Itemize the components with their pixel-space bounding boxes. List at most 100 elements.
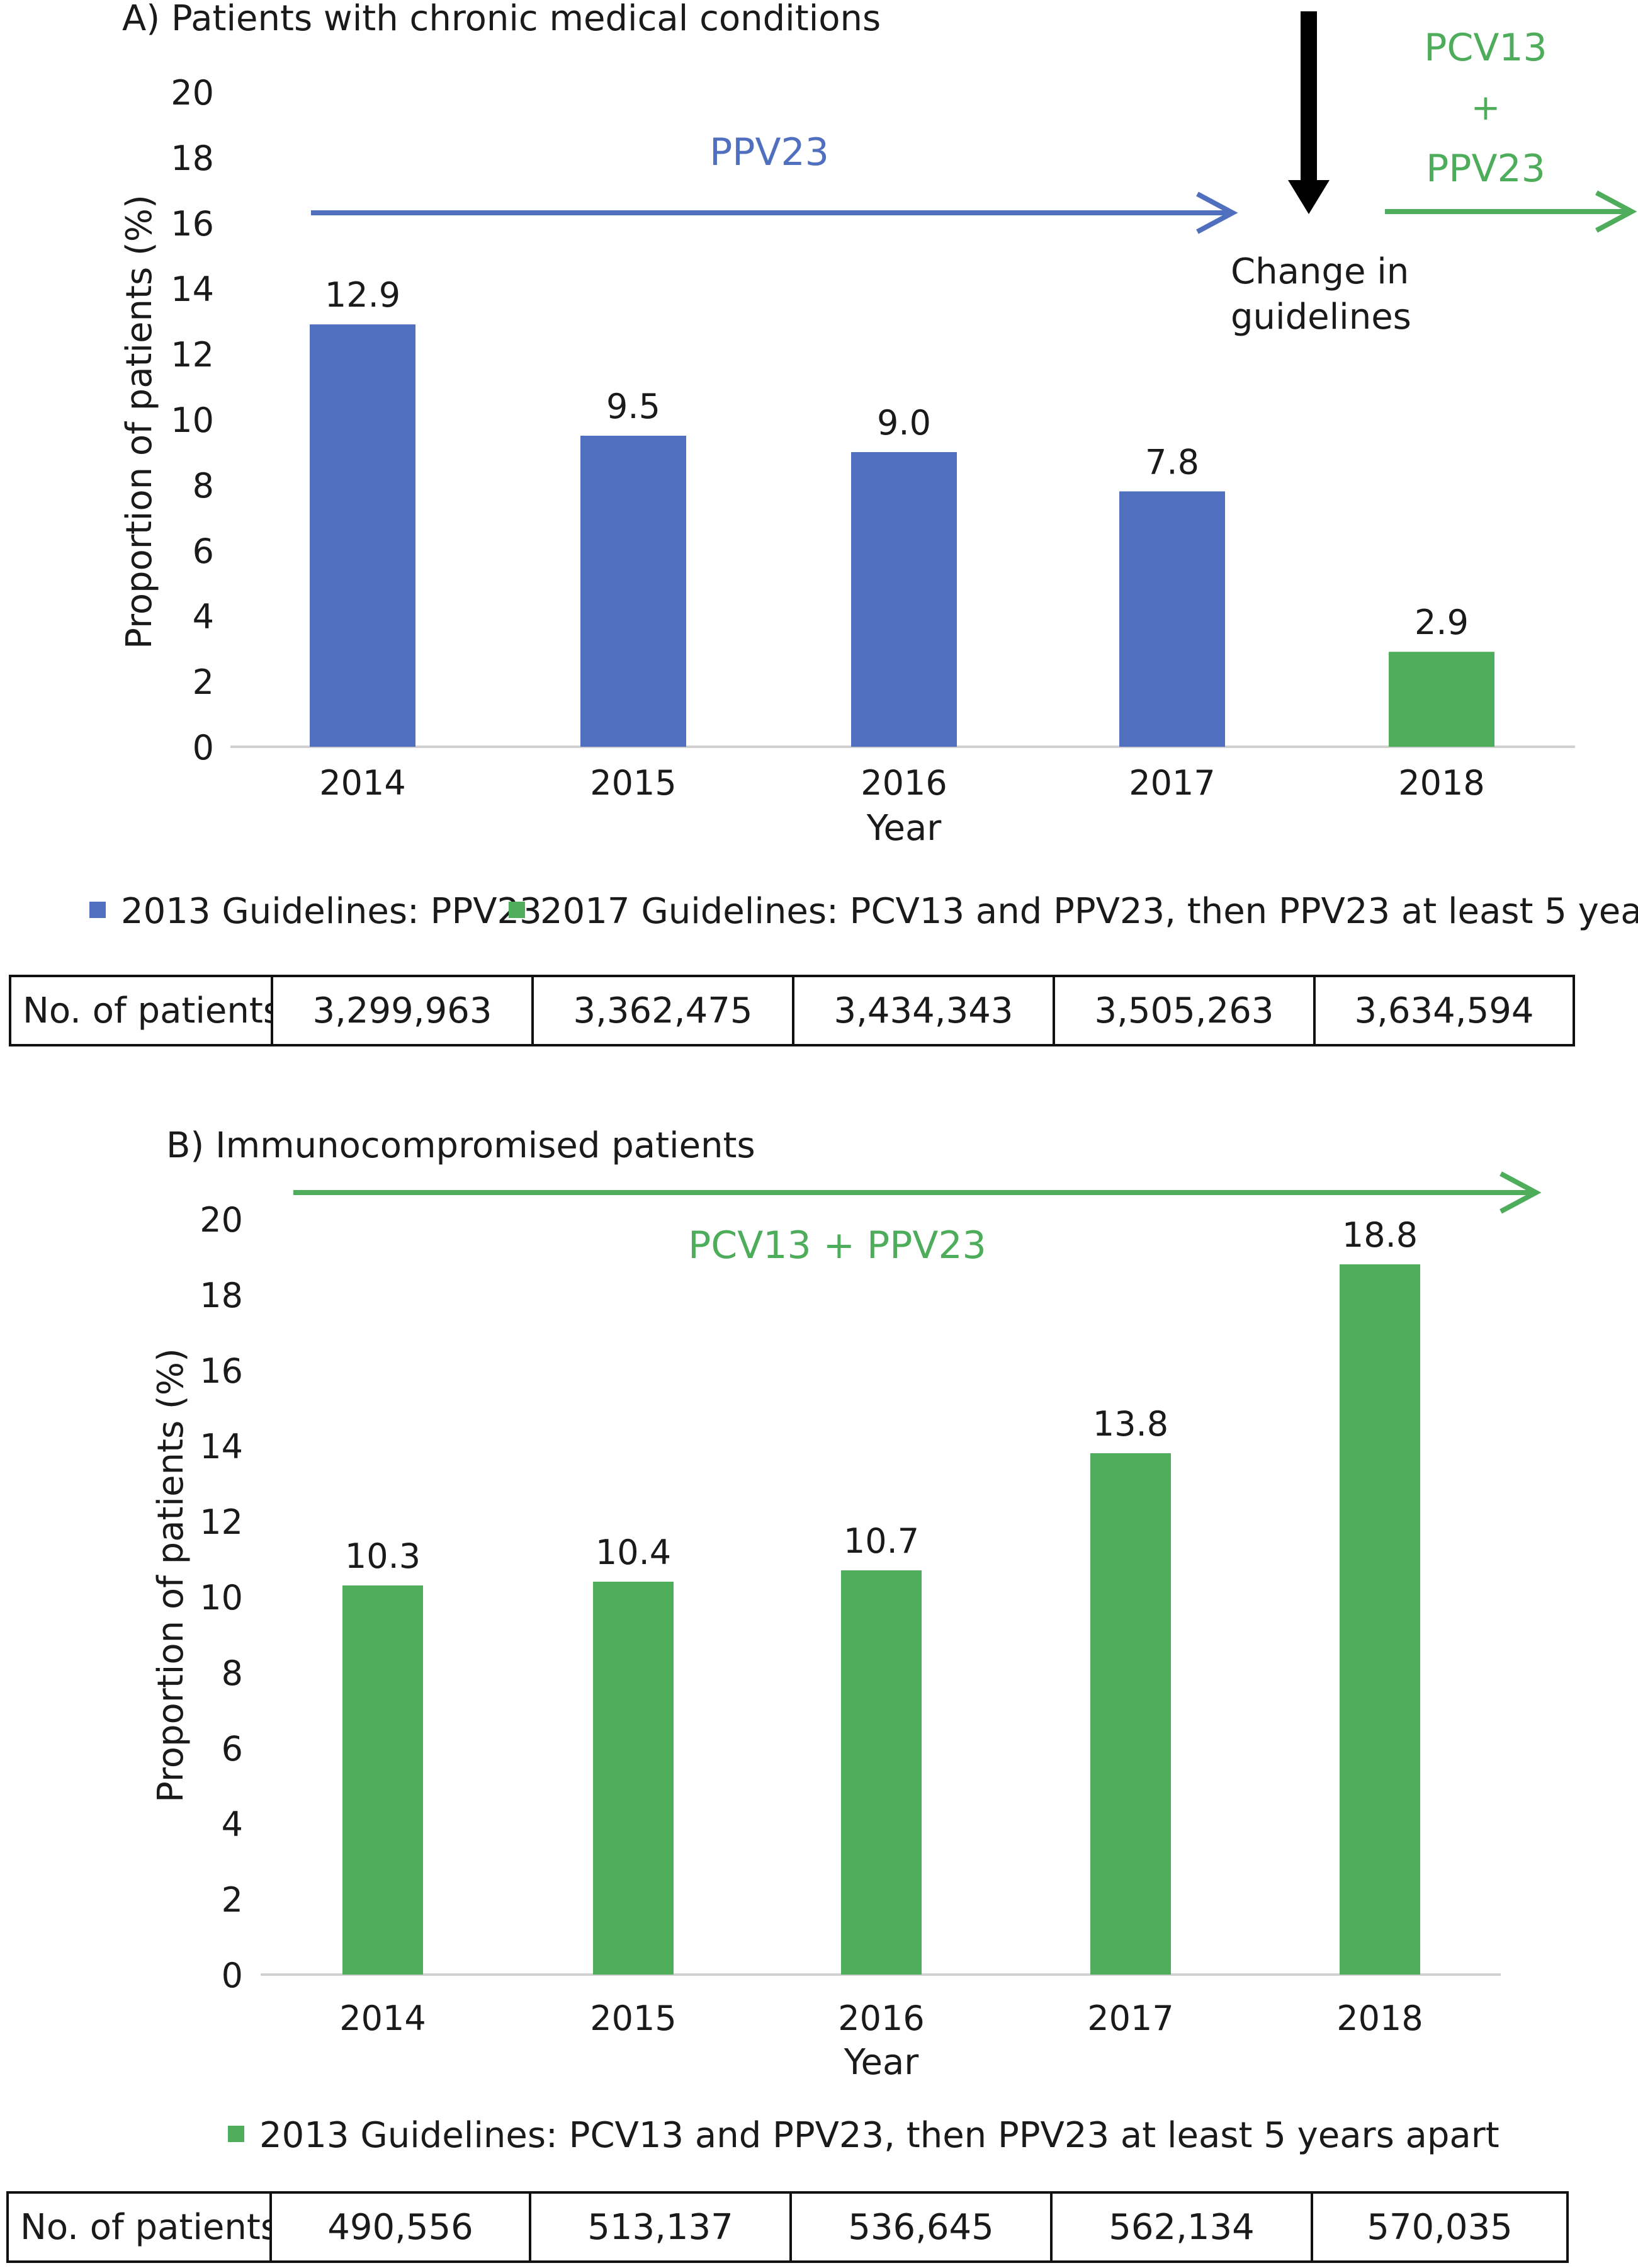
patients-cell-2017: 562,134: [1050, 2191, 1313, 2263]
guideline-change-label-line1: Change in: [1231, 251, 1409, 292]
bar-2015: [593, 1582, 674, 1975]
x-tick-label-2016: 2016: [838, 1999, 924, 2038]
data-label-2016: 9.0: [877, 403, 931, 443]
x-tick-label-2018: 2018: [1336, 1999, 1423, 2038]
panel-a: A) Patients with chronic medical conditi…: [89, 0, 1638, 932]
patients-cell-2018: 3,634,594: [1313, 975, 1575, 1046]
patients-cell-2016: 3,434,343: [792, 975, 1055, 1046]
y-tick-label: 16: [200, 1351, 243, 1391]
y-tick-label: 20: [171, 73, 214, 113]
legend-swatch-pcv13-b: [228, 2126, 244, 2142]
data-label-2016: 10.7: [844, 1521, 919, 1561]
legend-label-pcv13: 2017 Guidelines: PCV13 and PPV23, then P…: [540, 891, 1638, 932]
guideline-change-label-line2: guidelines: [1231, 297, 1411, 337]
bar-2018: [1340, 1264, 1420, 1975]
data-label-2017: 13.8: [1093, 1404, 1168, 1444]
legend-label-ppv23: 2013 Guidelines: PPV23: [121, 891, 542, 932]
chart-a-bars: 12.9 9.5 9.0 7.8 2.9: [310, 275, 1494, 747]
chart-b-yticks: 0 2 4 6 8 10 12 14 16 18 20: [200, 1200, 243, 1995]
pcv13-arrow-label-line3: PPV23: [1426, 147, 1545, 191]
y-tick-label: 18: [200, 1276, 243, 1315]
data-label-2015: 9.5: [606, 387, 660, 426]
patients-cell-2017: 3,505,263: [1053, 975, 1316, 1046]
data-label-2017: 7.8: [1145, 442, 1199, 482]
bar-2015: [580, 436, 686, 747]
y-tick-label: 8: [193, 466, 214, 506]
y-tick-label: 20: [200, 1200, 243, 1240]
table-row: No. of patients 490,556 513,137 536,645 …: [6, 2191, 1569, 2263]
bar-2014: [310, 324, 415, 747]
y-tick-label: 14: [200, 1427, 243, 1466]
patients-table-a: No. of patients 3,299,963 3,362,475 3,43…: [9, 975, 1575, 1046]
data-label-2014: 10.3: [345, 1536, 421, 1576]
table-row: No. of patients 3,299,963 3,362,475 3,43…: [9, 975, 1575, 1046]
data-label-2014: 12.9: [325, 275, 400, 315]
patients-cell-2014: 490,556: [269, 2191, 531, 2263]
table-header-cell: No. of patients: [6, 2191, 272, 2263]
y-tick-label: 18: [171, 139, 214, 178]
ppv23-arrow: [311, 191, 1238, 234]
bar-2016: [851, 452, 957, 747]
legend-swatch-pcv13: [509, 902, 525, 918]
y-tick-label: 14: [171, 269, 214, 309]
x-tick-label-2015: 2015: [590, 1999, 676, 2038]
y-tick-label: 6: [193, 531, 214, 571]
y-tick-label: 4: [222, 1805, 243, 1844]
panel-b: B) Immunocompromised patients PCV13 + PP…: [150, 1125, 1542, 2156]
chart-b-xlabel: Year: [844, 2042, 920, 2083]
chart-a-xticks: 2014 2015 2016 2017 2018: [319, 763, 1484, 803]
chart-b-ylabel: Proportion of patients (%): [150, 1348, 191, 1803]
bar-2016: [841, 1570, 922, 1975]
data-label-2018: 18.8: [1342, 1215, 1418, 1255]
chart-b-xticks: 2014 2015 2016 2017 2018: [339, 1999, 1423, 2038]
data-label-2015: 10.4: [596, 1533, 671, 1572]
panel-b-title: B) Immunocompromised patients: [166, 1125, 755, 1166]
patients-cell-2015: 513,137: [529, 2191, 792, 2263]
data-label-2018: 2.9: [1415, 603, 1469, 642]
x-tick-label-2017: 2017: [1087, 1999, 1173, 2038]
x-tick-label-2018: 2018: [1398, 763, 1484, 803]
x-tick-label-2014: 2014: [339, 1999, 426, 2038]
y-tick-label: 12: [200, 1502, 243, 1542]
chart-a-yticks: 0 2 4 6 8 10 12 14 16 18 20: [171, 73, 214, 768]
y-tick-label: 6: [222, 1729, 243, 1769]
x-tick-label-2016: 2016: [861, 763, 947, 803]
chart-b-bars: 10.3 10.4 10.7 13.8 18.8: [342, 1215, 1420, 1975]
pcv13-ppv23-arrow-label: PCV13 + PPV23: [688, 1223, 986, 1267]
patients-table-b: No. of patients 490,556 513,137 536,645 …: [6, 2191, 1569, 2263]
x-tick-label-2014: 2014: [319, 763, 405, 803]
chart-b-legend: 2013 Guidelines: PCV13 and PPV23, then P…: [228, 2115, 1500, 2156]
pcv13-ppv23-arrow: [293, 1171, 1542, 1214]
guideline-change-arrow: [1288, 11, 1330, 214]
pcv13-arrow: [1385, 190, 1637, 233]
y-tick-label: 10: [171, 400, 214, 440]
chart-a-ylabel: Proportion of patients (%): [119, 195, 160, 649]
pcv13-arrow-label-line2: +: [1471, 88, 1501, 128]
bar-2014: [342, 1585, 423, 1975]
bar-2017: [1119, 491, 1225, 747]
y-tick-label: 0: [222, 1956, 243, 1995]
table-header-cell: No. of patients: [9, 975, 273, 1046]
bar-2018: [1389, 652, 1494, 747]
panel-a-title: A) Patients with chronic medical conditi…: [122, 0, 881, 39]
patients-cell-2015: 3,362,475: [531, 975, 794, 1046]
x-tick-label-2017: 2017: [1129, 763, 1215, 803]
y-tick-label: 2: [193, 662, 214, 702]
bar-2017: [1090, 1453, 1171, 1975]
legend-swatch-ppv23: [89, 902, 106, 918]
chart-a-legend: 2013 Guidelines: PPV23 2017 Guidelines: …: [89, 891, 1638, 932]
x-tick-label-2015: 2015: [590, 763, 676, 803]
y-tick-label: 16: [171, 204, 214, 244]
patients-cell-2018: 570,035: [1311, 2191, 1569, 2263]
y-tick-label: 8: [222, 1653, 243, 1693]
patients-cell-2016: 536,645: [789, 2191, 1053, 2263]
y-tick-label: 12: [171, 335, 214, 375]
patients-cell-2014: 3,299,963: [271, 975, 534, 1046]
y-tick-label: 10: [200, 1578, 243, 1618]
ppv23-arrow-label: PPV23: [709, 130, 829, 174]
chart-a-xlabel: Year: [866, 808, 942, 849]
y-tick-label: 4: [193, 597, 214, 637]
legend-label-pcv13-b: 2013 Guidelines: PCV13 and PPV23, then P…: [259, 2115, 1500, 2156]
pcv13-arrow-label-line1: PCV13: [1424, 26, 1547, 70]
